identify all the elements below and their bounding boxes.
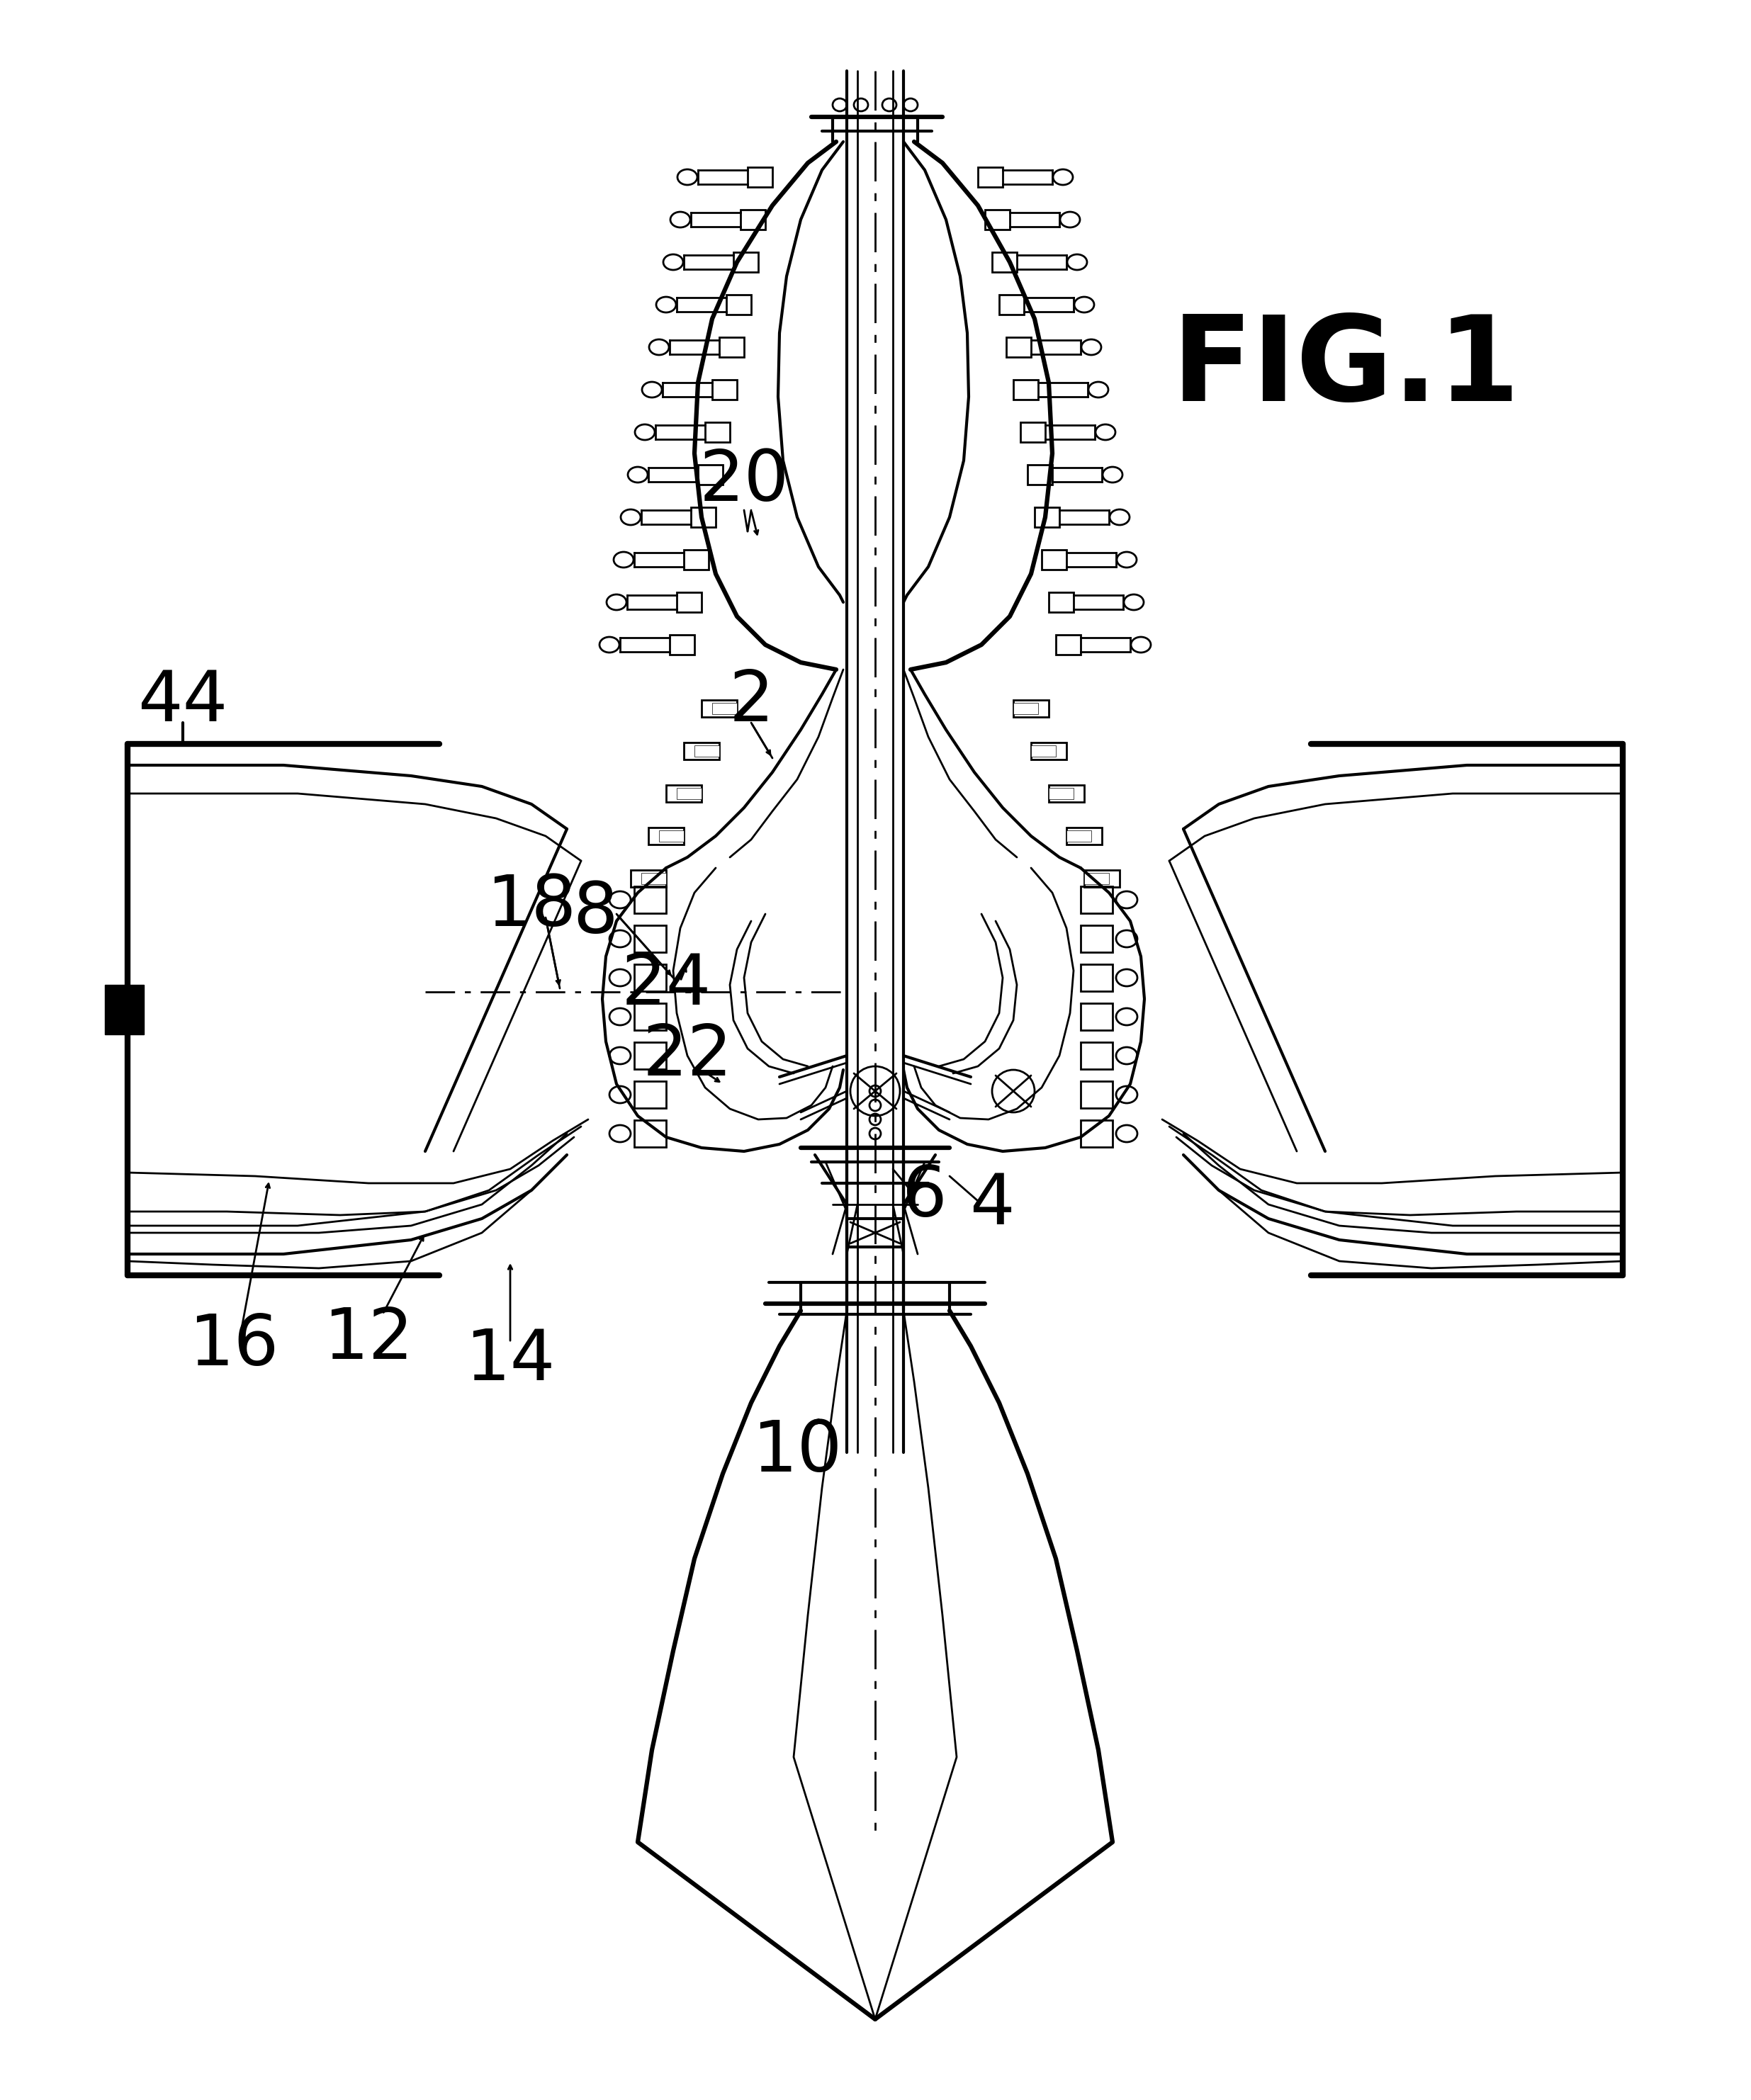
Text: 12: 12 — [324, 1304, 413, 1373]
Bar — [720, 338, 744, 357]
Bar — [748, 168, 772, 187]
Bar — [1066, 827, 1101, 844]
Bar — [641, 874, 665, 884]
Bar — [692, 508, 716, 527]
Bar — [1084, 874, 1108, 884]
Bar — [695, 746, 720, 756]
Bar — [993, 252, 1017, 273]
Text: 18: 18 — [487, 872, 576, 941]
Bar — [1049, 785, 1084, 802]
Bar — [1080, 926, 1112, 951]
Bar — [634, 1082, 665, 1109]
Bar — [676, 788, 702, 800]
Bar — [669, 634, 695, 655]
Text: 16: 16 — [189, 1312, 278, 1380]
Bar — [1042, 550, 1066, 569]
Bar — [699, 464, 723, 485]
Bar — [713, 380, 737, 399]
Bar — [630, 869, 665, 886]
Bar — [986, 210, 1010, 229]
Bar — [1014, 699, 1049, 716]
Bar — [634, 1119, 665, 1147]
Bar — [665, 785, 702, 802]
Text: 44: 44 — [138, 668, 228, 735]
Bar — [1080, 1004, 1112, 1031]
Bar — [676, 592, 702, 611]
Text: 14: 14 — [466, 1325, 555, 1394]
Bar — [1035, 508, 1059, 527]
Bar — [1080, 964, 1112, 991]
Bar — [1021, 422, 1045, 443]
Bar — [1080, 1082, 1112, 1109]
Bar — [1049, 788, 1073, 800]
Bar — [648, 827, 685, 844]
Bar — [1028, 464, 1052, 485]
Bar — [1056, 634, 1080, 655]
Text: 4: 4 — [970, 1170, 1014, 1239]
Text: 10: 10 — [753, 1418, 842, 1487]
Bar — [1000, 294, 1024, 315]
Bar — [702, 699, 737, 716]
Bar — [977, 168, 1003, 187]
Text: 20: 20 — [699, 447, 790, 517]
Bar — [634, 1042, 665, 1069]
Bar — [741, 210, 765, 229]
Bar — [634, 926, 665, 951]
Bar — [727, 294, 751, 315]
Bar — [685, 743, 720, 760]
Bar — [1080, 1119, 1112, 1147]
Text: 2: 2 — [728, 668, 774, 735]
Bar — [658, 830, 685, 842]
Bar — [634, 886, 665, 914]
Bar — [1084, 869, 1119, 886]
Bar — [734, 252, 758, 273]
Bar — [1049, 592, 1073, 611]
Text: 24: 24 — [622, 951, 711, 1018]
Text: FIG.1: FIG.1 — [1171, 311, 1520, 426]
Bar — [1007, 338, 1031, 357]
Text: 6: 6 — [902, 1163, 947, 1233]
Text: 8: 8 — [573, 880, 618, 949]
Bar — [105, 985, 144, 1035]
Bar — [685, 550, 709, 569]
Bar — [634, 1004, 665, 1031]
Bar — [1080, 1042, 1112, 1069]
Bar — [1031, 746, 1056, 756]
Bar — [1066, 830, 1091, 842]
Bar — [1014, 380, 1038, 399]
Bar — [713, 704, 737, 714]
Bar — [706, 422, 730, 443]
Bar — [634, 964, 665, 991]
Bar — [1080, 886, 1112, 914]
Text: 22: 22 — [643, 1021, 732, 1090]
Bar — [1031, 743, 1066, 760]
Bar — [1014, 704, 1038, 714]
